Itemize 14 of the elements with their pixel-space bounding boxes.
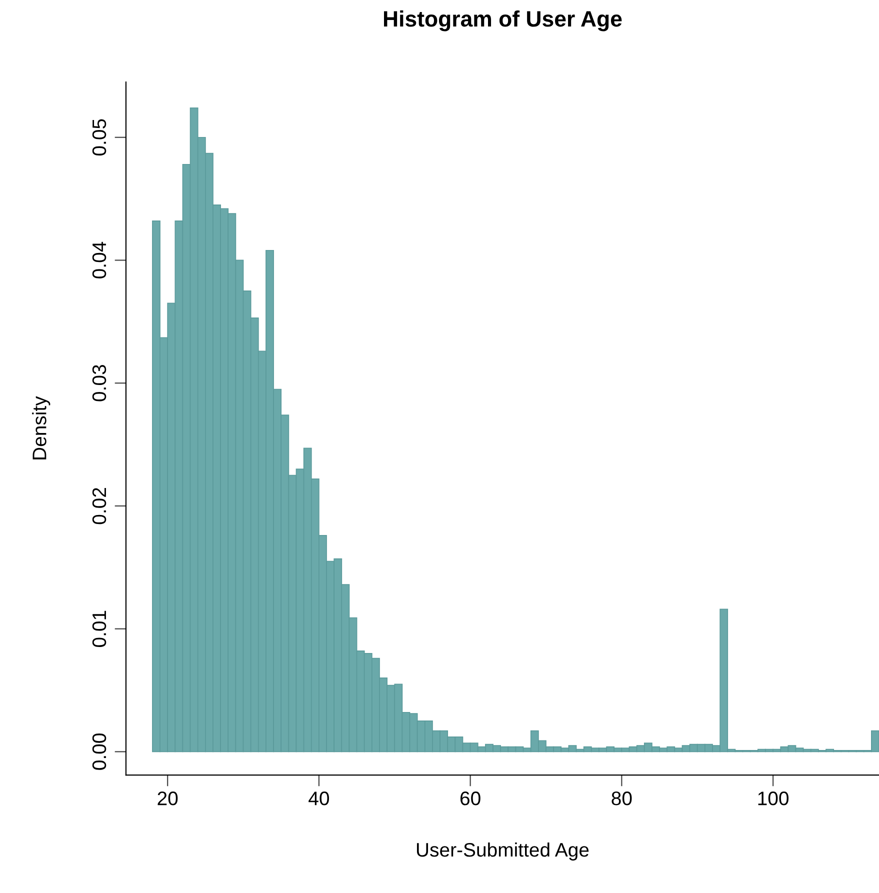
- y-tick-label: 0.02: [92, 488, 106, 524]
- x-axis-title: User-Submitted Age: [416, 842, 589, 861]
- y-axis-title: Density: [32, 396, 50, 460]
- x-tick-label: 20: [158, 792, 178, 806]
- x-tick-label: 80: [612, 792, 632, 806]
- y-tick-label: 0.01: [92, 610, 106, 647]
- x-tick-label: 100: [758, 792, 789, 806]
- y-tick-label: 0.00: [92, 734, 106, 770]
- y-tick-label: 0.04: [92, 242, 106, 278]
- chart-title: Histogram of User Age: [384, 10, 622, 32]
- y-tick-label: 0.03: [92, 365, 106, 402]
- y-tick-label: 0.05: [92, 119, 106, 156]
- x-tick-label: 40: [308, 792, 330, 806]
- x-tick-label: 60: [460, 792, 480, 806]
